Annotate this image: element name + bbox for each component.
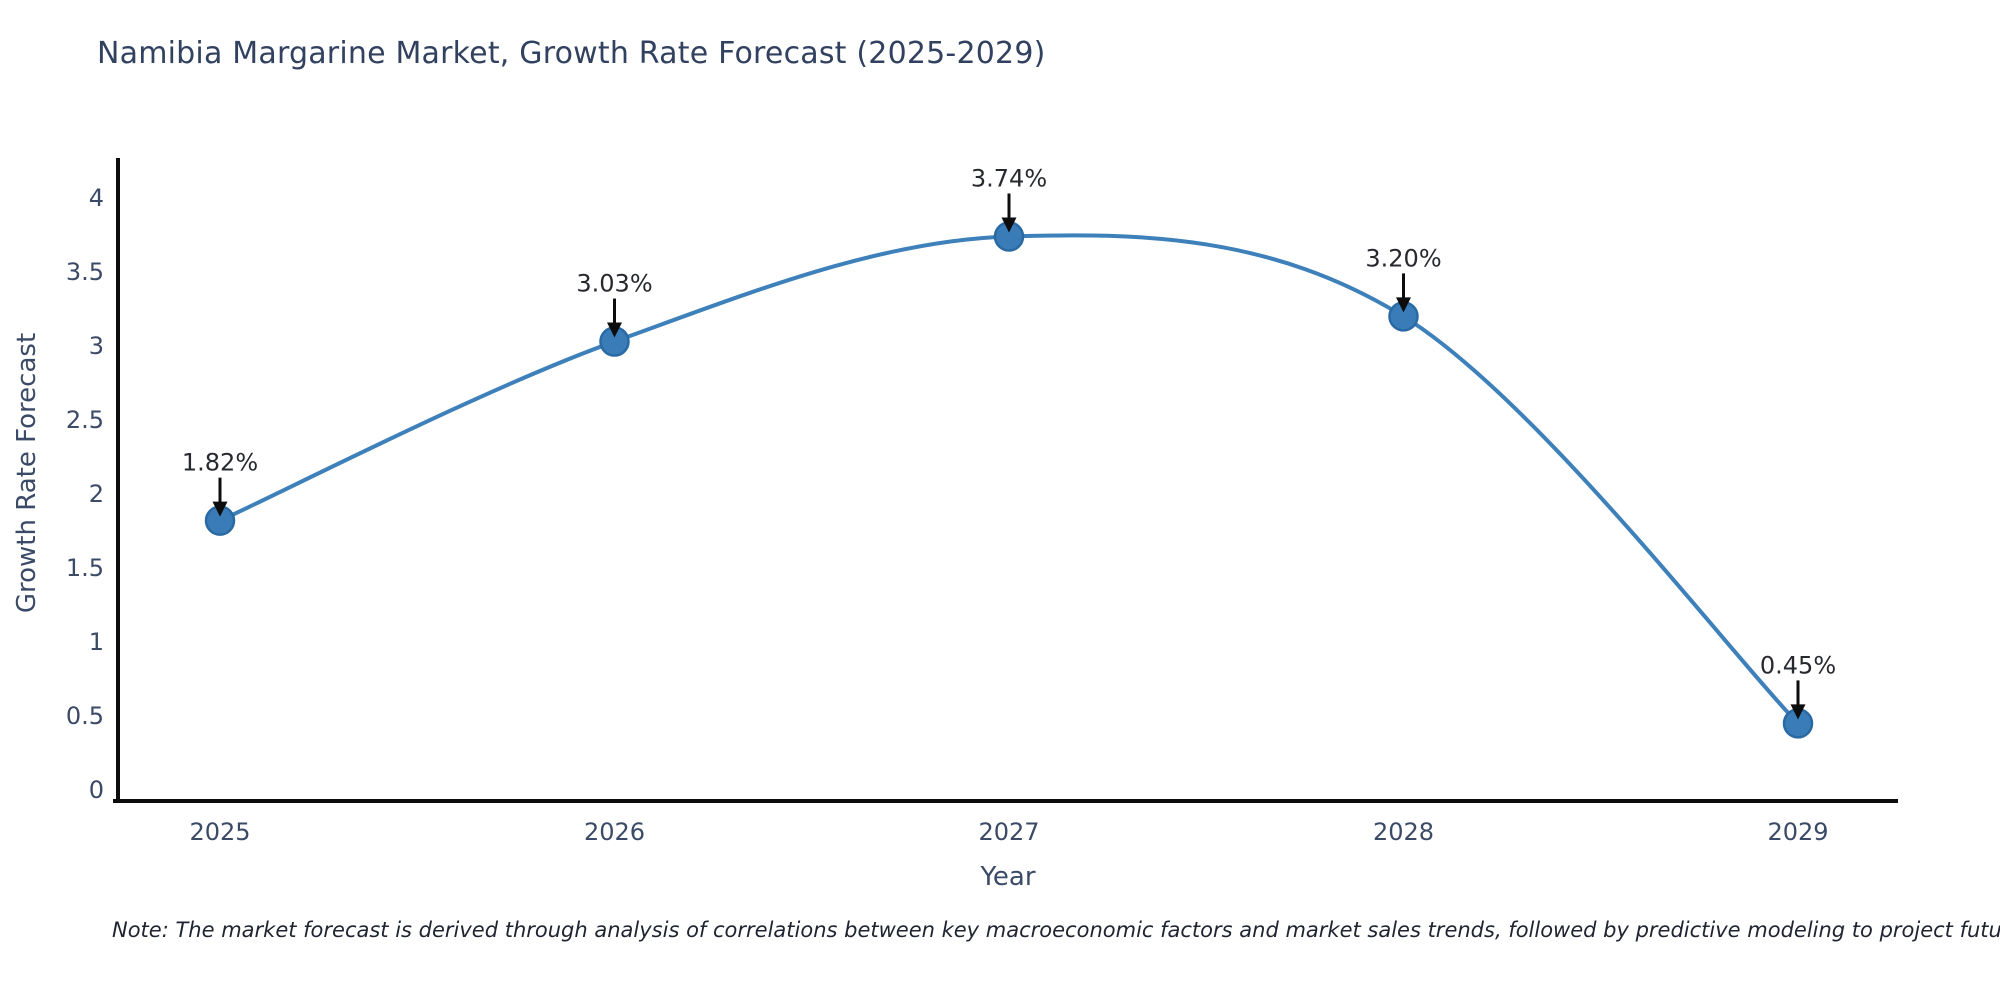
y-tick-label: 3 <box>89 332 104 360</box>
footnote: Note: The market forecast is derived thr… <box>112 918 2000 942</box>
y-tick-label: 1 <box>89 628 104 656</box>
y-tick-label: 0.5 <box>66 702 104 730</box>
point-annotation-label: 3.74% <box>971 164 1047 192</box>
annotation-arrow-head <box>607 322 622 338</box>
annotation-arrow-head <box>1790 704 1806 720</box>
y-tick-label: 4 <box>89 184 104 212</box>
chart-title: Namibia Margarine Market, Growth Rate Fo… <box>97 36 1046 71</box>
annotation-arrow-head <box>1001 217 1017 233</box>
annotation-arrow-head <box>212 501 228 517</box>
y-tick-label: 1.5 <box>66 554 104 582</box>
y-tick-label: 2.5 <box>66 406 104 434</box>
point-annotation-label: 0.45% <box>1760 651 1836 679</box>
trend-line <box>218 233 1800 726</box>
y-tick-label: 2 <box>89 480 104 508</box>
point-annotation-label: 3.03% <box>576 270 652 298</box>
annotation-arrow-head <box>1396 297 1411 313</box>
y-tick-label: 3.5 <box>66 258 104 286</box>
x-axis-title: Year <box>980 862 1036 892</box>
x-tick-label: 2027 <box>978 818 1039 846</box>
point-annotation-label: 3.20% <box>1365 244 1441 272</box>
x-tick-label: 2028 <box>1373 818 1434 846</box>
x-tick-label: 2025 <box>189 818 250 846</box>
point-annotation-label: 1.82% <box>182 449 258 477</box>
x-tick-label: 2029 <box>1767 818 1828 846</box>
y-tick-label: 0 <box>89 776 104 804</box>
x-tick-label: 2026 <box>584 818 645 846</box>
